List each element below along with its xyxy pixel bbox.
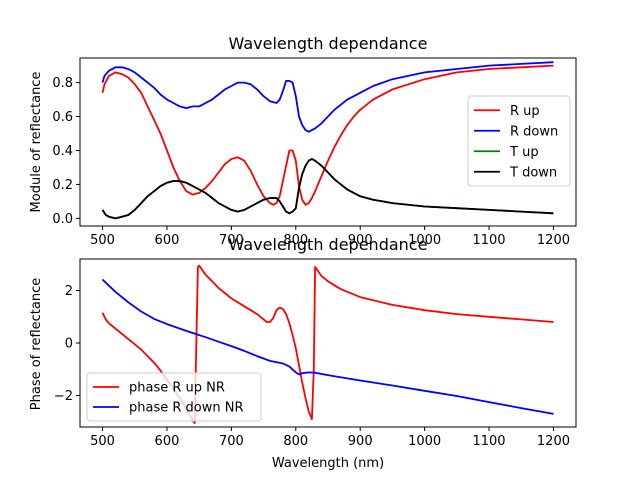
bottom-plot-y-axis-label: Phase of reflectance (29, 278, 44, 410)
x-tick-label: 1100 (472, 434, 505, 449)
legend-label: R up (510, 104, 540, 119)
y-tick-label: 0.0 (52, 212, 73, 227)
x-tick-label: 1000 (408, 233, 441, 248)
series-line-t-down (101, 158, 554, 220)
y-tick-label: 0 (65, 337, 73, 352)
x-tick-label: 900 (348, 233, 373, 248)
y-tick-label: 0.6 (52, 110, 73, 125)
y-tick-label: −2 (54, 389, 73, 404)
x-tick-label: 1200 (537, 434, 570, 449)
top-plot: Wavelength dependance Module of reflecta… (29, 34, 577, 248)
x-tick-label: 800 (283, 233, 308, 248)
bottom-plot-legend: phase R up NR phase R down NR (86, 372, 262, 422)
legend-label: T up (509, 145, 539, 160)
y-tick-label: 0.4 (52, 144, 73, 159)
series-line-r-up (101, 64, 554, 206)
x-tick-label: 600 (155, 233, 180, 248)
y-tick-label: 2 (65, 284, 73, 299)
top-plot-frame (79, 57, 577, 227)
top-plot-series (101, 61, 554, 220)
bottom-plot-title: Wavelength dependance (229, 235, 428, 254)
x-tick-label: 1000 (408, 434, 441, 449)
x-tick-label: 800 (283, 434, 308, 449)
legend-label: phase R down NR (129, 401, 244, 416)
series-line-phase-r-up-nr (101, 264, 554, 424)
x-tick-label: 500 (90, 233, 115, 248)
legend-label: T down (509, 165, 557, 180)
top-plot-y-axis-label: Module of reflectance (29, 72, 44, 213)
bottom-plot: Wavelength dependance Phase of reflectan… (29, 235, 577, 471)
legend-label: R down (510, 124, 558, 139)
series-line-phase-r-down-nr (101, 278, 554, 415)
y-tick-label: 0.8 (52, 76, 73, 91)
legend-frame (467, 95, 571, 187)
x-tick-label: 900 (348, 434, 373, 449)
bottom-plot-frame (79, 258, 577, 428)
series-line-r-down (101, 61, 554, 133)
top-plot-legend: R up R down T up T down (467, 95, 571, 187)
x-tick-label: 1100 (472, 233, 505, 248)
legend-frame (86, 372, 262, 422)
bottom-plot-x-axis-label: Wavelength (nm) (272, 456, 384, 471)
legend-label: phase R up NR (129, 381, 225, 396)
top-plot-title: Wavelength dependance (229, 34, 428, 53)
x-tick-label: 700 (219, 233, 244, 248)
top-plot-ticks: 500 600 700 800 900 1000 1100 1200 0.0 0.2 0.4 0.6 0… (52, 76, 570, 248)
bottom-plot-series (101, 264, 554, 424)
x-tick-label: 700 (219, 434, 244, 449)
x-tick-label: 600 (155, 434, 180, 449)
y-tick-label: 0.2 (52, 178, 73, 193)
x-tick-label: 500 (90, 434, 115, 449)
bottom-plot-ticks: 500 600 700 800 900 1000 1100 1200 −2 0 2 (54, 284, 570, 449)
x-tick-label: 1200 (537, 233, 570, 248)
